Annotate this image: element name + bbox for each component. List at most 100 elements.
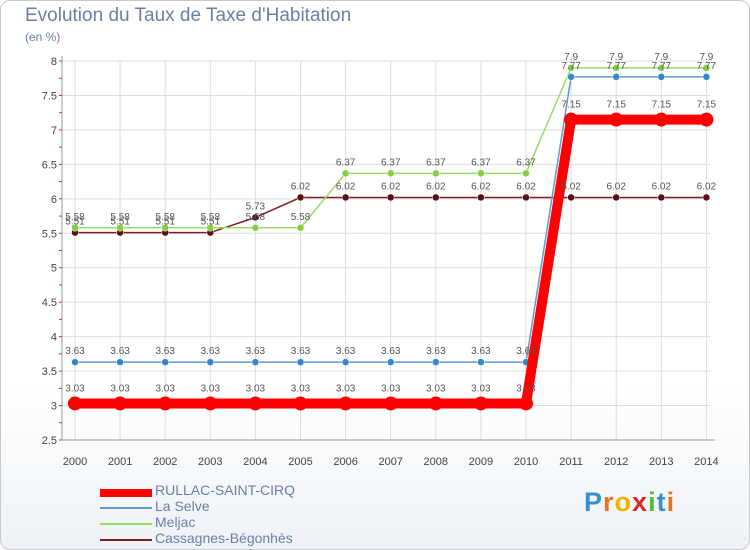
data-label-rullac-saint-cirq: 3.03 [291, 383, 311, 394]
data-label-rullac-saint-cirq: 3.03 [426, 383, 446, 394]
data-point-la-selve [386, 358, 395, 366]
y-tick-label: 8 [51, 56, 57, 68]
data-label-cassagnes-b-gonh-s: 6.02 [652, 181, 672, 192]
logo-letter: i [666, 487, 676, 517]
data-point-cassagnes-b-gonh-s [522, 193, 530, 202]
data-point-cassagnes-b-gonh-s [251, 213, 260, 222]
proxiti-logo: Proxiti [584, 487, 675, 518]
data-label-cassagnes-b-gonh-s: 5.51 [65, 217, 85, 228]
logo-letter: o [614, 487, 633, 517]
data-label-la-selve: 7.77 [561, 61, 581, 72]
data-label-la-selve: 3.63 [65, 346, 85, 357]
chart-title: Evolution du Taux de Taxe d'Habitation [25, 5, 352, 26]
data-label-la-selve: 3.63 [291, 346, 311, 357]
data-label-rullac-saint-cirq: 3.03 [110, 383, 130, 394]
data-point-meljac [341, 169, 350, 178]
data-point-rullac-saint-cirq [699, 112, 714, 127]
data-point-cassagnes-b-gonh-s [296, 193, 305, 202]
x-tick-label: 2011 [559, 456, 583, 468]
data-point-cassagnes-b-gonh-s [567, 193, 575, 202]
x-tick-label: 2004 [243, 456, 267, 468]
data-point-rullac-saint-cirq [519, 396, 533, 411]
data-point-meljac [567, 64, 575, 72]
legend-label-rullac: RULLAC-SAINT-CIRQ [155, 482, 296, 498]
data-point-la-selve [71, 358, 79, 366]
legend-label-meljac: Meljac [155, 514, 196, 530]
data-label-rullac-saint-cirq: 3.03 [246, 383, 266, 394]
legend-label-cassagnes: Cassagnes-Bégonhès [155, 530, 293, 546]
x-tick-label: 2002 [153, 456, 177, 468]
data-point-la-selve [657, 73, 666, 81]
logo-letter: P [584, 487, 604, 517]
legend-swatch-la-selve [100, 507, 152, 509]
data-point-la-selve [206, 358, 215, 366]
data-point-la-selve [251, 358, 260, 366]
data-label-meljac: 7.9 [609, 52, 623, 63]
data-point-la-selve [432, 358, 440, 366]
x-tick-label: 2007 [378, 456, 402, 468]
data-label-la-selve: 3.63 [471, 346, 491, 357]
data-point-meljac [612, 64, 620, 72]
data-point-la-selve [567, 73, 575, 81]
data-label-cassagnes-b-gonh-s: 6.02 [471, 181, 491, 192]
data-label-rullac-saint-cirq: 3.03 [516, 383, 536, 394]
data-label-meljac: 6.37 [516, 157, 536, 168]
x-tick-label: 2003 [198, 456, 222, 468]
logo-letter: i [648, 487, 657, 517]
data-point-cassagnes-b-gonh-s [477, 193, 485, 202]
data-label-rullac-saint-cirq: 3.03 [381, 383, 401, 394]
data-label-meljac: 5.58 [155, 212, 175, 223]
data-label-rullac-saint-cirq: 7.15 [652, 100, 672, 111]
legend-swatch-rullac [100, 489, 152, 497]
data-point-meljac [71, 224, 79, 232]
x-tick-label: 2012 [604, 456, 628, 468]
data-point-rullac-saint-cirq [428, 396, 443, 411]
data-label-meljac: 7.9 [654, 52, 668, 63]
data-label-cassagnes-b-gonh-s: 6.02 [336, 181, 356, 192]
data-point-meljac [702, 64, 711, 72]
x-tick-label: 2001 [108, 456, 132, 468]
data-label-meljac: 6.37 [336, 157, 356, 168]
y-axis-unit: (en %) [25, 30, 61, 44]
y-tick-label: 2.5 [42, 435, 57, 447]
data-label-meljac: 6.37 [471, 157, 491, 168]
data-labels: 5.51 5.51 5.51 5.51 5.73 6.02 6.02 6.02 6.02 6.02… [65, 52, 716, 395]
data-point-rullac-saint-cirq [609, 112, 624, 127]
data-point-la-selve [341, 358, 350, 366]
data-label-la-selve: 7.77 [606, 61, 626, 72]
data-label-meljac: 5.58 [201, 212, 221, 223]
logo-letter: t [656, 487, 667, 517]
data-label-meljac: 6.37 [381, 157, 401, 168]
legend-swatch-meljac [100, 523, 152, 525]
data-label-la-selve: 7.77 [652, 61, 672, 72]
y-tick-label: 4.5 [42, 297, 57, 309]
data-label-cassagnes-b-gonh-s: 5.51 [110, 217, 130, 228]
y-tick-label: 5 [51, 263, 57, 275]
data-point-la-selve [116, 358, 124, 366]
data-point-rullac-saint-cirq [113, 396, 128, 411]
y-tick-label: 4 [51, 332, 57, 344]
data-label-rullac-saint-cirq: 3.03 [155, 383, 175, 394]
data-point-la-selve [612, 73, 620, 81]
data-label-cassagnes-b-gonh-s: 6.02 [606, 181, 626, 192]
data-label-cassagnes-b-gonh-s: 6.02 [291, 181, 311, 192]
data-label-meljac: 7.9 [699, 52, 713, 63]
x-tick-label: 2010 [514, 456, 538, 468]
data-label-cassagnes-b-gonh-s: 5.51 [201, 217, 221, 228]
data-point-meljac [161, 224, 169, 232]
legend-swatch-cassagnes [100, 539, 152, 541]
data-point-cassagnes-b-gonh-s [386, 193, 395, 202]
data-point-rullac-saint-cirq [564, 112, 579, 127]
data-point-rullac-saint-cirq [158, 396, 173, 411]
data-label-la-selve: 3.63 [381, 346, 401, 357]
x-tick-label: 2009 [469, 456, 493, 468]
data-point-rullac-saint-cirq [293, 396, 308, 411]
data-label-rullac-saint-cirq: 7.15 [606, 100, 626, 111]
data-label-cassagnes-b-gonh-s: 6.02 [381, 181, 401, 192]
y-tick-label: 3.5 [42, 366, 57, 378]
data-label-la-selve: 7.77 [697, 61, 717, 72]
x-tick-label: 2000 [63, 456, 87, 468]
data-label-la-selve: 3.63 [201, 346, 221, 357]
data-point-meljac [477, 169, 485, 178]
data-point-la-selve [296, 358, 305, 366]
